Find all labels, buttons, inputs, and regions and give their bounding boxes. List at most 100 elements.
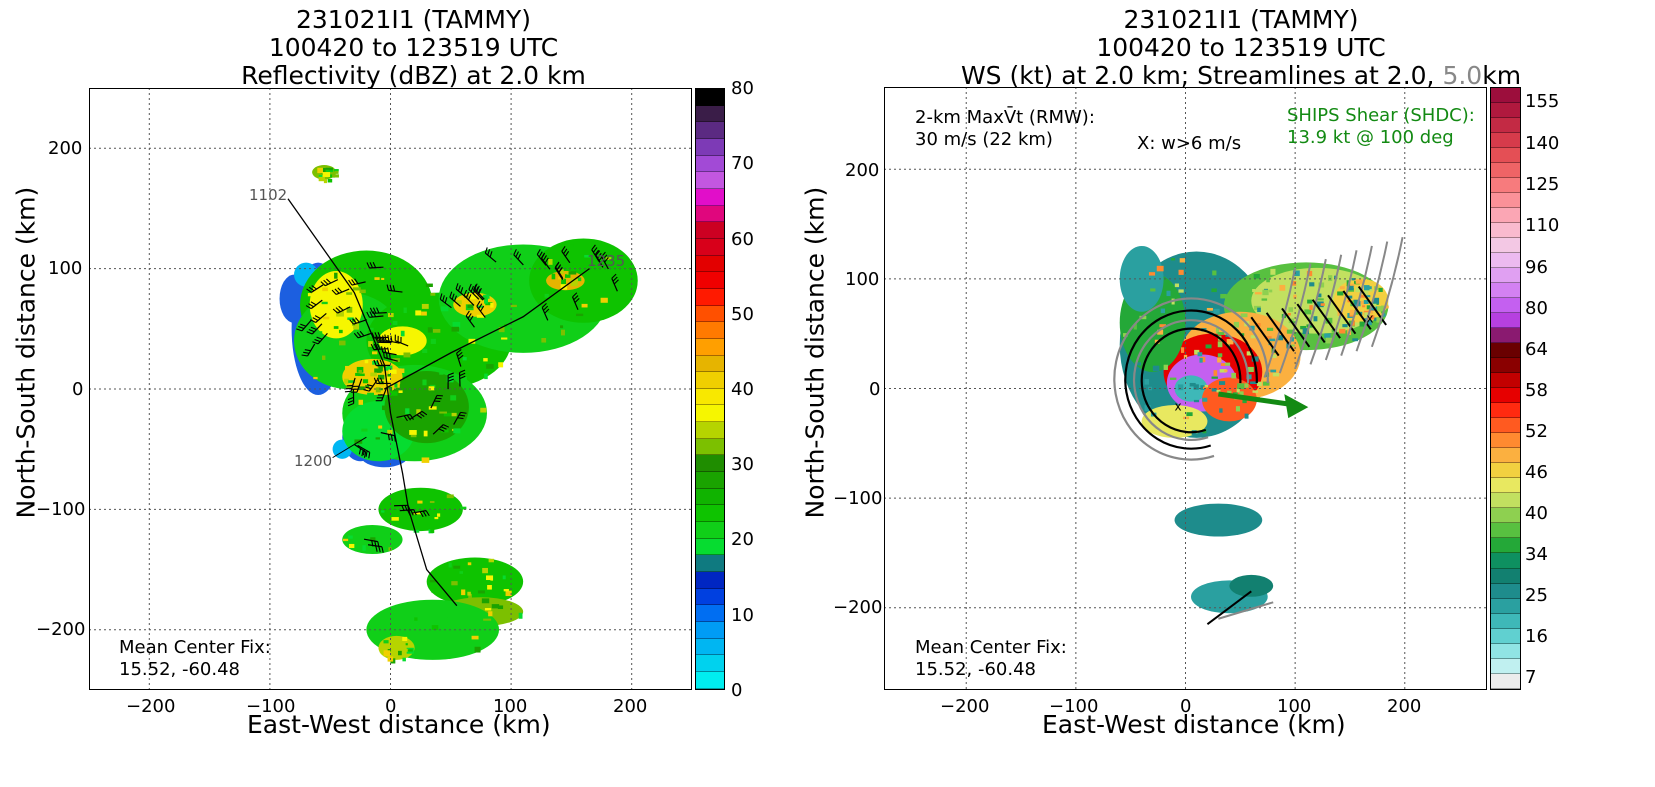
ships-shear-annotation: SHIPS Shear (SHDC): 13.9 kt @ 100 deg [1287, 105, 1475, 149]
echo-speckle [398, 390, 403, 393]
echo-speckle [593, 266, 599, 271]
wind-speed-speckle [1211, 288, 1217, 293]
wind-barb-flag [442, 295, 445, 302]
wind-speed-speckle [1257, 307, 1261, 313]
wind-speed-speckle [1252, 289, 1256, 293]
wind-speed-speckle [1224, 369, 1228, 372]
colorbar-swatch [1491, 358, 1520, 374]
echo-speckle [490, 302, 494, 308]
colorbar-swatch [696, 622, 724, 639]
echo-speckle [387, 649, 392, 652]
wind-barb [310, 299, 323, 310]
left-cbar-tick: 30 [731, 454, 754, 475]
echo-speckle [430, 338, 436, 344]
colorbar-swatch [696, 372, 724, 389]
wind-barb-flag [563, 248, 568, 255]
wind-barb-flag [347, 399, 354, 404]
wind-barb-flag [392, 285, 396, 292]
wind-barb [385, 339, 400, 344]
right-cbar-tick: 40 [1525, 503, 1548, 524]
wind-speed-speckle [1150, 288, 1156, 292]
wind-speed-speckle [1219, 369, 1227, 373]
wind-barb [513, 254, 524, 266]
wind-speed-speckle [1362, 305, 1366, 308]
wind-speed-speckle [1355, 287, 1362, 293]
echo-speckle [407, 641, 412, 647]
echo-speckle [394, 540, 399, 545]
echo-speckle [405, 408, 410, 414]
wind-speed-region [1119, 245, 1164, 312]
echo-speckle [387, 429, 393, 435]
wind-barb-flag [306, 331, 313, 335]
echo-speckle [486, 288, 491, 293]
wind-barb-flag [419, 511, 424, 518]
colorbar-swatch [696, 238, 724, 256]
wind-speed-speckle [1152, 365, 1160, 372]
wind-barb-flag [378, 336, 382, 343]
streamline [1309, 254, 1343, 365]
wind-speed-speckle [1317, 293, 1322, 298]
wind-speed-speckle [1215, 327, 1219, 334]
colorbar-swatch [696, 488, 724, 506]
wind-barb-flag [440, 426, 447, 430]
wind-barb-flag [354, 278, 359, 284]
wind-speed-speckle [1364, 312, 1371, 318]
wind-barb [368, 379, 378, 392]
wind-barb-flag [444, 297, 448, 304]
wind-speed-speckle [1237, 383, 1245, 390]
echo-speckle [461, 589, 466, 596]
echo-speckle [460, 506, 467, 510]
echo-speckle [333, 169, 339, 172]
colorbar-swatch [696, 105, 724, 123]
echo-speckle [581, 303, 588, 308]
wind-barb-flag [312, 341, 319, 345]
wind-speed-speckle [1199, 357, 1203, 363]
wind-speed-speckle [1306, 270, 1313, 277]
wind-barb [468, 289, 480, 300]
echo-speckle [388, 312, 394, 318]
echo-speckle [428, 406, 437, 410]
echo-speckle [326, 169, 333, 173]
echo-speckle [348, 535, 353, 539]
wind-barb [363, 538, 378, 543]
wind-barb-flag [332, 308, 338, 314]
echo-speckle [381, 277, 385, 281]
echo-speckle [317, 167, 323, 174]
wind-barb-flag [305, 305, 312, 310]
wind-barb [382, 351, 397, 356]
echo-speckle [570, 281, 578, 287]
wind-barb [465, 315, 475, 328]
wind-speed-speckle [1304, 309, 1312, 315]
wind-barb-flag [384, 346, 387, 353]
wind-barb [317, 332, 328, 345]
track-label-end: 1235 [587, 252, 626, 270]
colorbar-swatch [696, 638, 724, 656]
wind-speed-speckle [1331, 329, 1335, 333]
wind-barb-flag [544, 257, 549, 264]
wind-barb-flag [419, 412, 425, 417]
wind-barb-flag [592, 247, 598, 253]
echo-speckle [410, 434, 417, 438]
colorbar-swatch [1491, 268, 1520, 284]
wind-barb [388, 289, 403, 293]
wind-speed-speckle [1347, 295, 1353, 299]
wind-barb [381, 387, 388, 401]
echo-speckle [548, 259, 553, 265]
left-ytick: 0 [72, 379, 84, 400]
updraft-note: X: w>6 m/s [1137, 133, 1242, 154]
streamline [1140, 327, 1242, 434]
wind-barb-flag [370, 343, 375, 350]
wind-barb [432, 424, 444, 435]
wind-speed-speckle [1270, 354, 1277, 358]
wind-speed-speckle [1144, 379, 1150, 385]
wind-speed-speckle [1200, 356, 1206, 363]
colorbar-swatch [1491, 403, 1520, 419]
wind-barb-flag [353, 332, 359, 339]
echo-speckle [338, 329, 343, 334]
echo-speckle [372, 351, 378, 355]
colorbar-swatch [696, 671, 724, 689]
updraft-marker: x [1366, 312, 1373, 326]
echo-speckle [584, 254, 591, 258]
wind-speed-speckle [1337, 291, 1344, 296]
left-cbar-tick: 40 [731, 379, 754, 400]
